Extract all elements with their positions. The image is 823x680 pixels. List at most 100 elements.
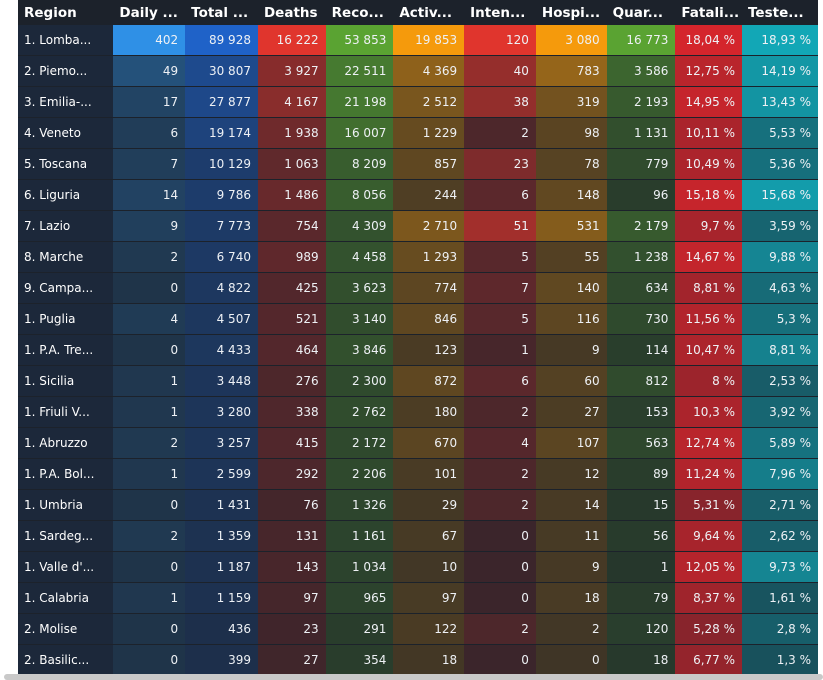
table-row[interactable]: 7. Lazio 9 7 773 754 4 309 2 710 51 531 2 179 9,7… <box>18 210 818 242</box>
value-cell: 812 <box>606 365 676 397</box>
value-cell: 4 369 <box>393 55 465 87</box>
value-cell: 15,68 % <box>742 179 818 211</box>
value-cell: 291 <box>325 613 394 645</box>
value-cell: 399 <box>185 644 258 676</box>
column-header-10[interactable]: Teste... <box>742 0 818 25</box>
value-cell: 754 <box>257 210 326 242</box>
value-cell: 3,59 % <box>742 210 818 242</box>
table-row[interactable]: 2. Basilic... 0 399 27 354 18 0 0 18 6,77 % 1,3 % <box>18 644 818 676</box>
value-cell: 12 <box>535 458 607 490</box>
value-cell: 8 056 <box>325 179 394 211</box>
value-cell: 78 <box>535 148 607 180</box>
table-row[interactable]: 4. Veneto 6 19 174 1 938 16 007 1 229 2 98 1 131… <box>18 117 818 149</box>
value-cell: 1 938 <box>257 117 326 149</box>
table-row[interactable]: 1. P.A. Tre... 0 4 433 464 3 846 123 1 9 114 10,4… <box>18 334 818 366</box>
table-row[interactable]: 2. Piemo... 49 30 807 3 927 22 511 4 369 40 783… <box>18 55 818 87</box>
column-header-3[interactable]: Deaths <box>257 0 326 25</box>
value-cell: 2,53 % <box>742 365 818 397</box>
column-header-7[interactable]: Hospi... <box>535 0 607 25</box>
table-row[interactable]: 5. Toscana 7 10 129 1 063 8 209 857 23 78 779 10,… <box>18 148 818 180</box>
value-cell: 965 <box>325 582 394 614</box>
value-cell: 1 <box>464 334 536 366</box>
region-cell: 2. Molise <box>18 613 114 645</box>
value-cell: 2 300 <box>325 365 394 397</box>
table-row[interactable]: 9. Campa... 0 4 822 425 3 623 774 7 140 634 8,81 … <box>18 272 818 304</box>
value-cell: 4 458 <box>325 241 394 273</box>
value-cell: 7 773 <box>185 210 258 242</box>
value-cell: 6 <box>113 117 186 149</box>
value-cell: 89 928 <box>185 25 258 56</box>
value-cell: 8,81 % <box>675 272 743 304</box>
value-cell: 415 <box>257 427 326 459</box>
table-row[interactable]: 8. Marche 2 6 740 989 4 458 1 293 5 55 1 238 14,6… <box>18 241 818 273</box>
table-row[interactable]: 1. Puglia 4 4 507 521 3 140 846 5 116 730 11,56 %… <box>18 303 818 335</box>
value-cell: 9 <box>113 210 186 242</box>
value-cell: 10 <box>393 551 465 583</box>
data-table-panel: Region Daily ... Total ... Deaths Reco... Act… <box>18 0 818 676</box>
region-cell: 5. Toscana <box>18 148 114 180</box>
table-row[interactable]: 1. Lomba... 402 89 928 16 222 53 853 19 853 12… <box>18 25 818 56</box>
value-cell: 464 <box>257 334 326 366</box>
value-cell: 1 131 <box>606 117 676 149</box>
region-cell: 6. Liguria <box>18 179 114 211</box>
value-cell: 5 <box>464 241 536 273</box>
column-header-4[interactable]: Reco... <box>325 0 394 25</box>
value-cell: 436 <box>185 613 258 645</box>
value-cell: 8,37 % <box>675 582 743 614</box>
value-cell: 15 <box>606 489 676 521</box>
value-cell: 1 <box>113 582 186 614</box>
value-cell: 1 034 <box>325 551 394 583</box>
value-cell: 27 <box>257 644 326 676</box>
value-cell: 3 623 <box>325 272 394 304</box>
value-cell: 0 <box>113 334 186 366</box>
value-cell: 3 080 <box>535 25 607 56</box>
column-header-5[interactable]: Activ... <box>393 0 465 25</box>
table-row[interactable]: 3. Emilia-... 17 27 877 4 167 21 198 2 512 38 3… <box>18 86 818 118</box>
value-cell: 11,24 % <box>675 458 743 490</box>
value-cell: 4 309 <box>325 210 394 242</box>
value-cell: 140 <box>535 272 607 304</box>
value-cell: 4 433 <box>185 334 258 366</box>
column-header-9[interactable]: Fatali... <box>675 0 743 25</box>
region-cell: 1. P.A. Tre... <box>18 334 114 366</box>
value-cell: 10,11 % <box>675 117 743 149</box>
region-cell: 1. Umbria <box>18 489 114 521</box>
value-cell: 3 586 <box>606 55 676 87</box>
value-cell: 14,19 % <box>742 55 818 87</box>
value-cell: 12,74 % <box>675 427 743 459</box>
value-cell: 276 <box>257 365 326 397</box>
value-cell: 53 853 <box>325 25 394 56</box>
value-cell: 120 <box>606 613 676 645</box>
region-cell: 1. Sicilia <box>18 365 114 397</box>
value-cell: 5,89 % <box>742 427 818 459</box>
value-cell: 1 293 <box>393 241 465 273</box>
value-cell: 2 <box>464 396 536 428</box>
table-row[interactable]: 1. Friuli V... 1 3 280 338 2 762 180 2 27 153 10,… <box>18 396 818 428</box>
table-row[interactable]: 6. Liguria 14 9 786 1 486 8 056 244 6 148 96 15,1… <box>18 179 818 211</box>
table-row[interactable]: 2. Molise 0 436 23 291 122 2 2 120 5,28 % 2,8 % <box>18 613 818 645</box>
value-cell: 2 599 <box>185 458 258 490</box>
column-header-0[interactable]: Region <box>18 0 114 25</box>
table-row[interactable]: 1. Valle d'... 0 1 187 143 1 034 10 0 9 1 12,05 %… <box>18 551 818 583</box>
column-header-1[interactable]: Daily ... <box>113 0 186 25</box>
value-cell: 846 <box>393 303 465 335</box>
value-cell: 1 161 <box>325 520 394 552</box>
horizontal-scrollbar[interactable] <box>4 674 823 680</box>
table-row[interactable]: 1. Calabria 1 1 159 97 965 97 0 18 79 8,37 % 1,61 … <box>18 582 818 614</box>
table-row[interactable]: 1. Abruzzo 2 3 257 415 2 172 670 4 107 563 12,74 … <box>18 427 818 459</box>
column-header-8[interactable]: Quar... <box>606 0 676 25</box>
value-cell: 5,3 % <box>742 303 818 335</box>
value-cell: 123 <box>393 334 465 366</box>
table-row[interactable]: 1. Sicilia 1 3 448 276 2 300 872 6 60 812 8 % 2,53… <box>18 365 818 397</box>
value-cell: 14 <box>535 489 607 521</box>
value-cell: 2 <box>464 489 536 521</box>
column-header-2[interactable]: Total ... <box>185 0 258 25</box>
column-header-6[interactable]: Inten... <box>464 0 536 25</box>
value-cell: 1,61 % <box>742 582 818 614</box>
value-cell: 76 <box>257 489 326 521</box>
table-row[interactable]: 1. Umbria 0 1 431 76 1 326 29 2 14 15 5,31 % 2,71 … <box>18 489 818 521</box>
table-row[interactable]: 1. Sardeg... 2 1 359 131 1 161 67 0 11 56 9,64 % 2… <box>18 520 818 552</box>
table-body: 1. Lomba... 402 89 928 16 222 53 853 19 853 12… <box>18 25 818 676</box>
value-cell: 1 <box>113 365 186 397</box>
table-row[interactable]: 1. P.A. Bol... 1 2 599 292 2 206 101 2 12 89 11,2… <box>18 458 818 490</box>
